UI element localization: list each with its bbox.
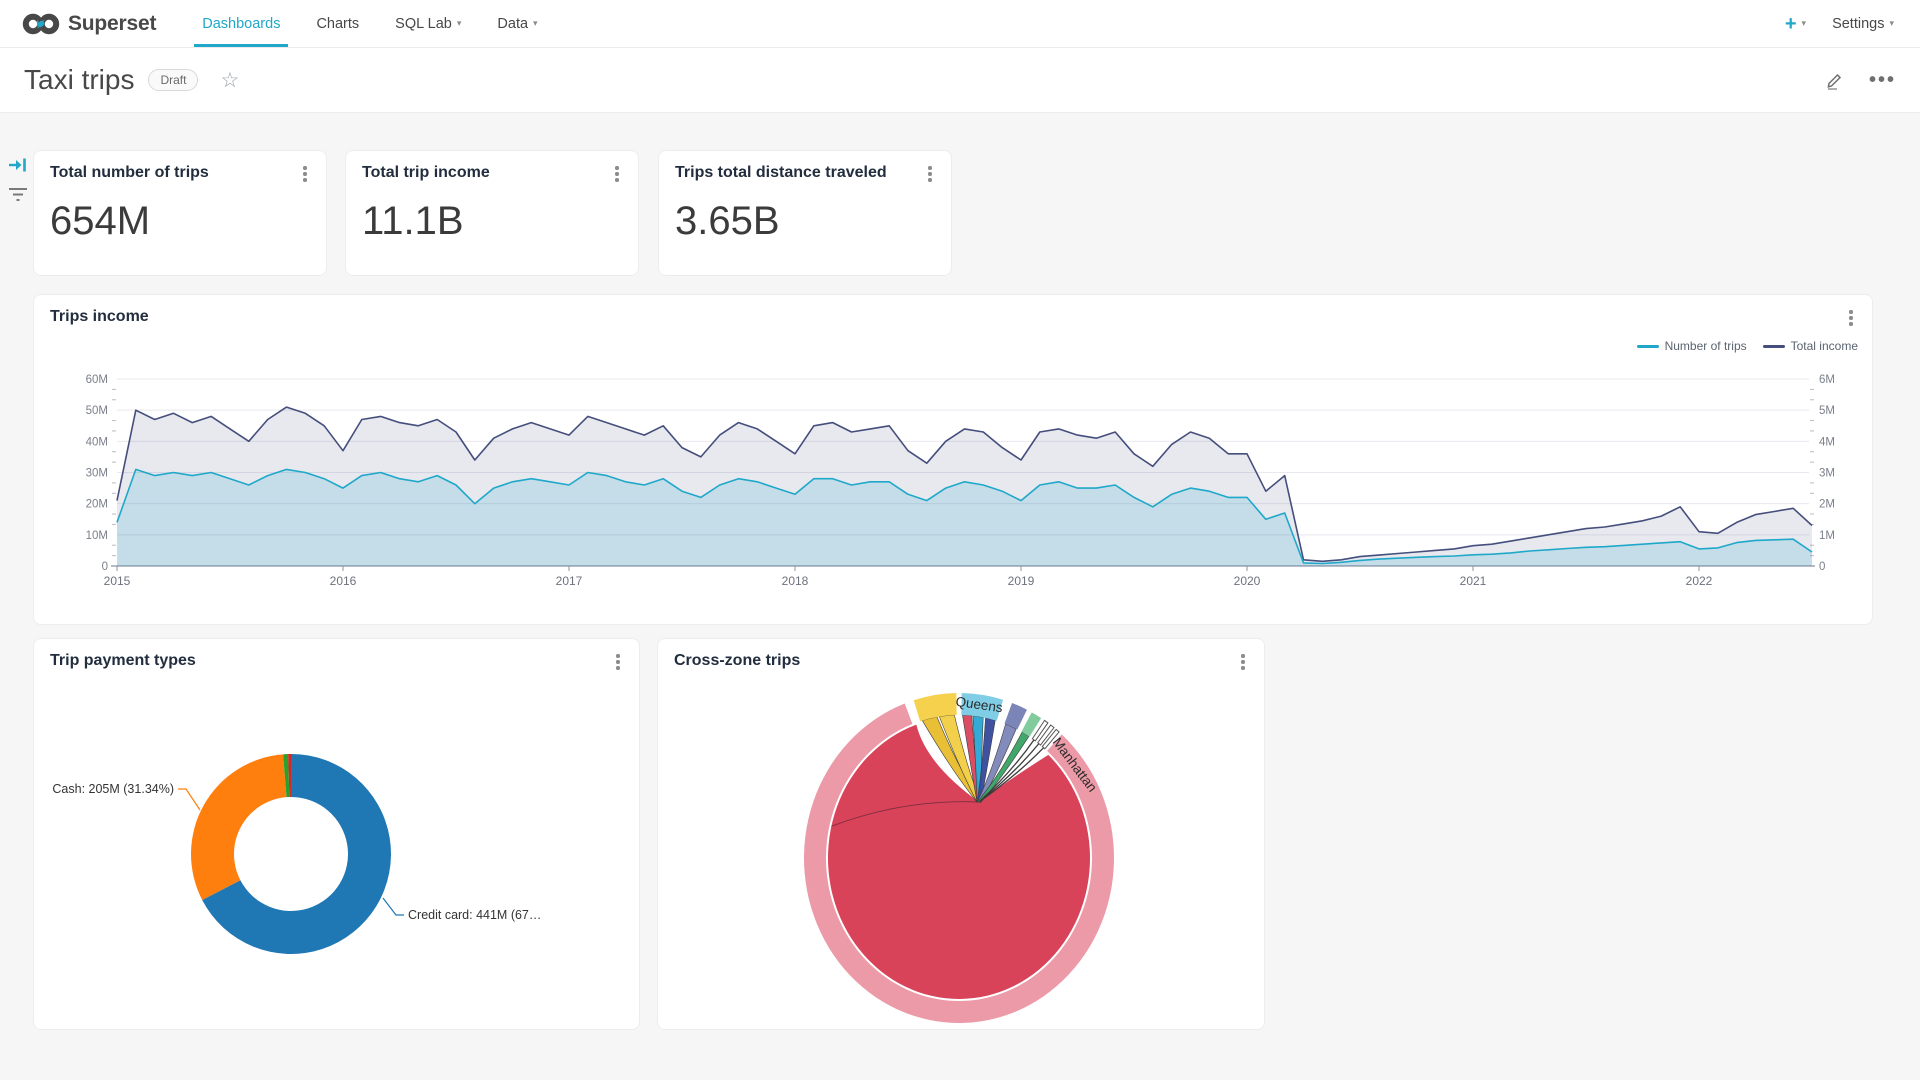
chart-title: Trips total distance traveled — [675, 164, 887, 181]
page-title: Taxi trips — [24, 64, 135, 95]
brand-name: Superset — [68, 11, 157, 35]
svg-text:3M: 3M — [1819, 468, 1835, 480]
zone-label-queens: Queens — [955, 694, 1004, 715]
chart-menu-icon[interactable] — [1235, 652, 1251, 672]
chevron-down-icon: ▾ — [456, 18, 462, 28]
nav-data[interactable]: Data ▾ — [497, 15, 538, 32]
svg-text:2016: 2016 — [330, 574, 357, 588]
svg-text:5M: 5M — [1819, 405, 1835, 417]
svg-text:Cash: 205M (31.34%): Cash: 205M (31.34%) — [52, 782, 174, 796]
main-nav: Dashboards Charts SQL Lab ▾ Data ▾ — [184, 0, 555, 47]
svg-text:2019: 2019 — [1008, 574, 1035, 588]
svg-text:60M: 60M — [86, 374, 108, 386]
big-number: 3.65B — [675, 199, 780, 243]
svg-text:20M: 20M — [86, 499, 108, 511]
trips-income-line-chart[interactable]: 0 0 10M 1M 20M 2M 30M 3M 40M 4M 50M 5M 60M 6M 2015 2016… — [34, 295, 1872, 624]
chart-title: Cross-zone trips — [674, 652, 801, 669]
payment-types-donut-chart[interactable]: Cash: 205M (31.34%) Credit card: 441M (67… — [34, 639, 639, 1029]
expand-filter-bar-icon[interactable] — [8, 156, 28, 174]
infinity-logo-icon — [22, 13, 60, 34]
svg-text:6M: 6M — [1819, 374, 1835, 386]
nav-charts[interactable]: Charts — [316, 15, 360, 32]
svg-text:40M: 40M — [86, 436, 108, 448]
chevron-down-icon: ▾ — [1801, 18, 1807, 28]
chart-menu-icon[interactable] — [609, 164, 625, 184]
chart-menu-icon[interactable] — [297, 164, 313, 184]
kpi-card-distance: Trips total distance traveled 3.65B — [658, 150, 952, 276]
svg-text:2015: 2015 — [104, 574, 131, 588]
dashboard-header: Taxi trips Draft ☆ ••• — [0, 48, 1920, 113]
svg-text:50M: 50M — [86, 405, 108, 417]
chart-menu-icon[interactable] — [1843, 308, 1859, 328]
payment-types-panel: Trip payment types Cash: 205M (31.34%) Cr… — [33, 638, 640, 1030]
svg-text:2022: 2022 — [1686, 574, 1713, 588]
nav-dashboards[interactable]: Dashboards — [184, 0, 298, 47]
big-number: 11.1B — [362, 199, 464, 243]
status-badge: Draft — [148, 69, 199, 91]
settings-menu[interactable]: Settings ▾ — [1832, 15, 1894, 32]
nav-sql-lab[interactable]: SQL Lab ▾ — [395, 15, 462, 32]
svg-text:2021: 2021 — [1460, 574, 1487, 588]
svg-text:Credit card: 441M (67…: Credit card: 441M (67… — [408, 908, 541, 922]
kpi-card-total-trips: Total number of trips 654M — [33, 150, 327, 276]
legend-swatch — [1636, 344, 1659, 348]
svg-text:4M: 4M — [1819, 436, 1835, 448]
svg-text:10M: 10M — [86, 530, 108, 542]
chart-title: Total number of trips — [50, 164, 209, 181]
chevron-down-icon: ▾ — [1889, 18, 1894, 28]
svg-text:2M: 2M — [1819, 499, 1835, 511]
svg-text:0: 0 — [1819, 561, 1825, 573]
cross-zone-panel: Cross-zone trips Manhattan Queens — [657, 638, 1265, 1030]
edit-pencil-icon[interactable] — [1825, 70, 1845, 90]
favorite-star-icon[interactable]: ☆ — [220, 68, 240, 92]
chart-title: Trip payment types — [50, 652, 196, 669]
top-navbar: Superset Dashboards Charts SQL Lab ▾ Dat… — [0, 0, 1920, 48]
legend-item-total-income[interactable]: Total income — [1762, 339, 1858, 353]
filters-icon[interactable] — [8, 186, 28, 204]
chart-title: Trips income — [50, 308, 149, 325]
legend-swatch — [1762, 344, 1785, 348]
chart-legend: Number of trips Total income — [1636, 339, 1858, 353]
big-number: 654M — [50, 199, 151, 243]
header-menu-icon[interactable]: ••• — [1868, 69, 1896, 91]
legend-item-number-of-trips[interactable]: Number of trips — [1636, 339, 1747, 353]
superset-logo[interactable]: Superset — [22, 11, 156, 37]
svg-text:30M: 30M — [86, 468, 108, 480]
svg-text:2020: 2020 — [1234, 574, 1261, 588]
dashboard-grid: Total number of trips 654M Total trip in… — [0, 112, 1920, 1080]
chart-menu-icon[interactable] — [922, 164, 938, 184]
chevron-down-icon: ▾ — [533, 18, 538, 28]
trips-income-panel: Trips income Number of trips Total incom… — [33, 294, 1873, 625]
svg-text:1M: 1M — [1819, 530, 1835, 542]
chart-menu-icon[interactable] — [610, 652, 626, 672]
svg-text:2018: 2018 — [782, 574, 809, 588]
new-item-button[interactable]: + ▾ — [1785, 14, 1806, 34]
svg-text:2017: 2017 — [556, 574, 583, 588]
kpi-card-trip-income: Total trip income 11.1B — [345, 150, 639, 276]
svg-text:0: 0 — [102, 561, 108, 573]
plus-icon: + — [1784, 12, 1797, 35]
chart-title: Total trip income — [362, 164, 490, 181]
